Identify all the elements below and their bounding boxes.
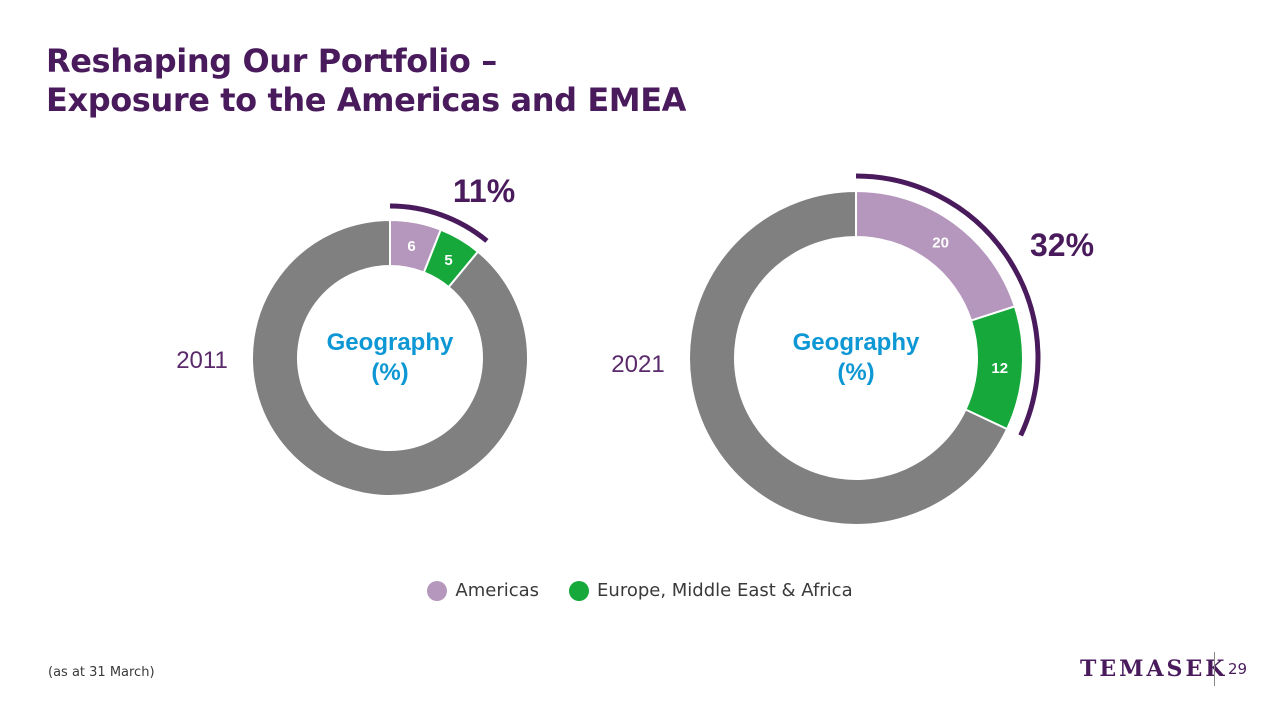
legend-item-americas: Americas	[427, 580, 539, 601]
legend-item-emea: Europe, Middle East & Africa	[569, 580, 853, 601]
page-title: Reshaping Our Portfolio – Exposure to th…	[46, 42, 686, 120]
donut-2011-segment-2	[251, 218, 529, 497]
page-number: 29	[1228, 660, 1248, 678]
donut-2011-combined-percent: 11%	[453, 173, 515, 209]
donut-2021-center-label-1: (%)	[837, 359, 874, 386]
donut-2021-segment-2	[688, 189, 1009, 526]
chart-legend: Americas Europe, Middle East & Africa	[0, 580, 1280, 601]
donut-2011-center-label-0: Geography	[327, 329, 454, 356]
legend-label-emea: Europe, Middle East & Africa	[597, 580, 853, 601]
legend-swatch-americas	[427, 580, 448, 601]
donut-2021-data-label-1: 12	[991, 360, 1008, 377]
temasek-logo: TEMASEK	[1080, 656, 1228, 682]
donut-2021-data-label-0: 20	[932, 235, 949, 252]
donut-2011-highlight-arc	[389, 203, 489, 243]
legend-swatch-emea	[569, 580, 590, 601]
legend-label-americas: Americas	[455, 580, 540, 601]
title-line-2: Exposure to the Americas and EMEA	[46, 81, 687, 119]
donut-2011-data-label-1: 5	[444, 252, 452, 269]
donut-2021-year-label: 2021	[611, 351, 664, 378]
donut-2011-center-label-1: (%)	[371, 359, 408, 386]
title-line-1: Reshaping Our Portfolio –	[46, 42, 497, 80]
donut-2021-combined-percent: 32%	[1030, 227, 1094, 263]
footnote: (as at 31 March)	[48, 665, 155, 680]
donut-2021-center-label-0: Geography	[793, 329, 920, 356]
donut-2021-highlight-arc	[855, 173, 1041, 437]
donut-2011-year-label: 2011	[176, 347, 228, 374]
donut-2011-data-label-0: 6	[407, 238, 415, 255]
footer-divider	[1214, 652, 1215, 686]
donut-2021-segment-0	[855, 189, 1017, 322]
